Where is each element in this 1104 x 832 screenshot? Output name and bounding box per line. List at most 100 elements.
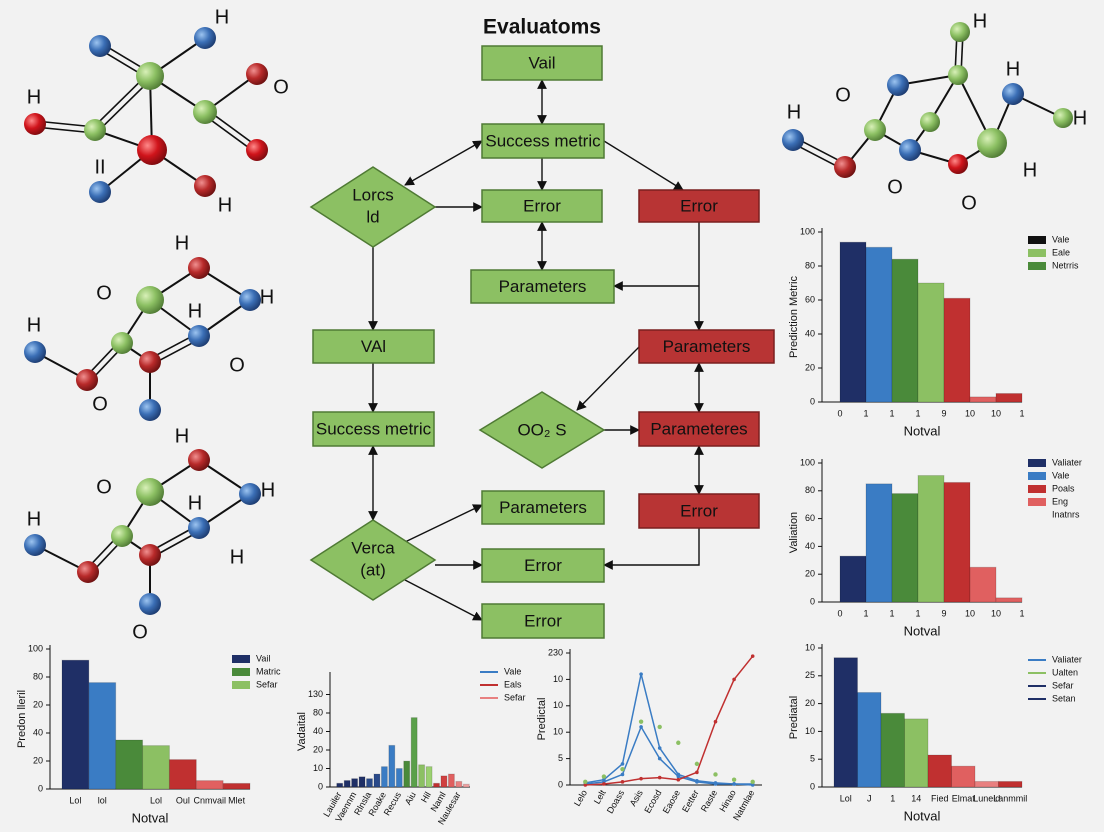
y-tick-label: 25 [805,670,815,680]
page-title: Evaluatoms [483,16,601,39]
atom [24,341,46,363]
flow-label: Vail [528,53,555,72]
x-tick-label: 1 [863,408,868,418]
atom-label: O [835,84,851,106]
legend-swatch [1028,236,1046,244]
x-tick-label: 0 [837,608,842,618]
y-tick-label: 20 [805,362,815,372]
x-tick-label: 10 [991,608,1001,618]
x-tick-label: 1 [890,793,895,803]
flow-diamond [309,166,437,248]
data-point [620,766,625,772]
atom [887,74,909,96]
atom-label: H [261,479,275,501]
atom [139,399,161,421]
data-point [695,780,699,784]
bar [891,493,919,603]
flow-label: ld [366,207,379,226]
data-point [620,772,625,777]
atom-label: H [260,286,274,308]
x-tick-label: 1 [915,608,920,618]
y-tick-label: 80 [33,671,43,681]
atom [193,100,217,124]
flow-arrow [603,528,700,570]
data-line [585,655,754,786]
atom-label: H [188,492,202,514]
bar [917,475,945,603]
legend-label: Eals [504,679,522,689]
y-tick-label: 230 [548,647,563,657]
atom [89,181,111,203]
bar [395,768,403,788]
legend-label: Sefar [1052,680,1074,690]
y-tick-label: 0 [810,396,815,406]
flow-edges [368,79,704,621]
y-axis-label: Valiation [788,512,800,553]
x-axis-label: Notval [904,423,941,438]
legend-swatch [232,681,250,689]
y-tick-label: 60 [805,294,815,304]
y-tick-label: 0 [810,596,815,606]
data-point [676,777,681,782]
atom [188,257,210,279]
bar [61,659,90,790]
y-tick-label: 80 [805,485,815,495]
atom-label: O [132,621,148,643]
atom [194,27,216,49]
data-point [732,677,736,682]
flow-label: Lorcs [352,185,394,204]
legend-label: Setan [1052,693,1076,703]
atom [76,369,98,391]
atom-label: H [188,300,202,322]
atom-label: O [961,192,977,214]
bar [388,744,396,788]
data-point [657,756,662,761]
x-tick-label: 14 [911,793,921,803]
legend-label: Eng [1052,496,1068,506]
bar [839,555,867,603]
legend-swatch [1028,485,1046,493]
data-point [676,740,681,745]
y-tick-label: 100 [800,457,815,467]
bar [447,773,455,788]
flow-label: Error [680,501,718,520]
atom-label: H [1023,159,1037,181]
legend-label: Sefar [504,692,526,702]
bar [865,246,893,403]
legend-label: Netrris [1052,260,1079,270]
bar [410,717,418,788]
y-tick-label: 20 [33,699,43,709]
bar [440,775,448,788]
y-tick-label: 5 [810,754,815,764]
atom [950,22,970,42]
x-tick-label: 1 [889,408,894,418]
atom [834,156,856,178]
bar [168,759,197,790]
flow-label: Parameteres [650,419,747,438]
flow-label: Parameters [499,277,587,296]
atom [136,478,164,506]
bar [969,396,997,403]
atom [899,139,921,161]
bar [880,712,905,788]
data-point [676,774,681,779]
y-tick-label: 10 [313,763,323,773]
y-axis-label: Predictal [536,698,548,741]
flow-label: Parameters [663,337,751,356]
x-tick-label: 1 [1019,608,1024,618]
atom [239,289,261,311]
bar [351,778,359,788]
data-point [620,762,625,766]
x-tick-label: J [867,793,872,803]
y-tick-label: 40 [313,726,323,736]
y-tick-label: 130 [308,689,323,699]
atom [977,128,1007,158]
atom [920,112,940,132]
atom [24,534,46,556]
legend-label: Sefar [256,679,278,689]
data-point [713,719,718,724]
bar [839,241,867,403]
bar [951,765,976,788]
atom-label: H [215,6,229,28]
